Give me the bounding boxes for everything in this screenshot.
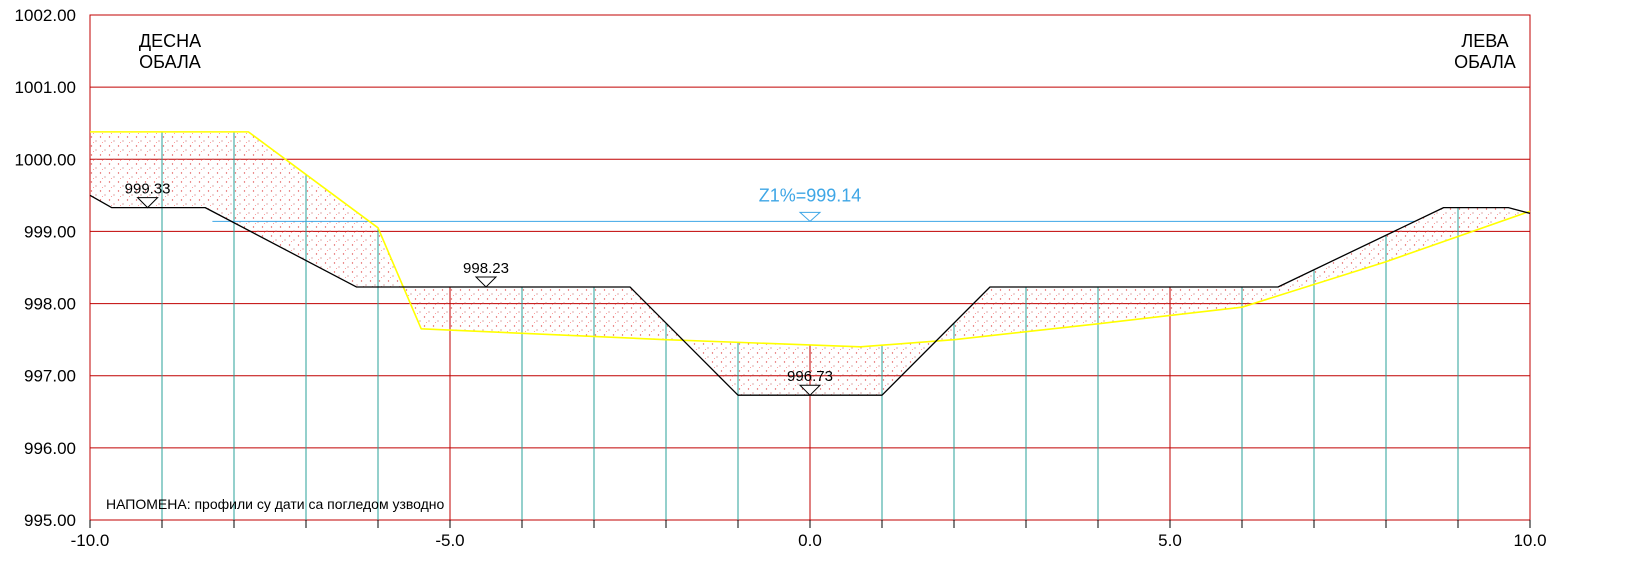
y-tick-label: 997.00 [24,367,76,386]
y-tick-label: 996.00 [24,439,76,458]
label-layer: ДЕСНА ОБАЛА ЛЕВА ОБАЛА НАПОМЕНА: профили с… [15,6,1547,550]
elevation-mark-label: 996.73 [787,368,833,385]
note-text: НАПОМЕНА: профили су дати са погледом уз… [106,496,445,512]
bank-right-label: ДЕСНА ОБАЛА [139,31,201,72]
elevation-marker-icon [798,384,822,396]
y-tick-label: 999.00 [24,222,76,241]
x-tick-label: -5.0 [435,531,464,550]
bank-left-label: ЛЕВА ОБАЛА [1454,31,1516,72]
y-tick-label: 998.00 [24,295,76,314]
x-tick-label: 10.0 [1513,531,1546,550]
x-tick-label: 0.0 [798,531,822,550]
water-level-label: Z1%=999.14 [759,185,862,205]
elevation-marker-icon [136,197,159,209]
x-tick-label: -10.0 [71,531,110,550]
elevation-mark-label: 999.33 [125,181,171,198]
y-tick-label: 1001.00 [15,78,76,97]
y-tick-label: 995.00 [24,511,76,530]
terrain-profile-line [90,131,1531,348]
y-tick-label: 1000.00 [15,150,76,169]
y-tick-label: 1002.00 [15,6,76,25]
elevation-mark-label: 998.23 [463,260,509,277]
water-level-marker-icon [798,211,822,223]
profile-layer [89,131,1531,396]
x-tick-label: 5.0 [1158,531,1182,550]
elevation-marker-icon [474,276,498,288]
